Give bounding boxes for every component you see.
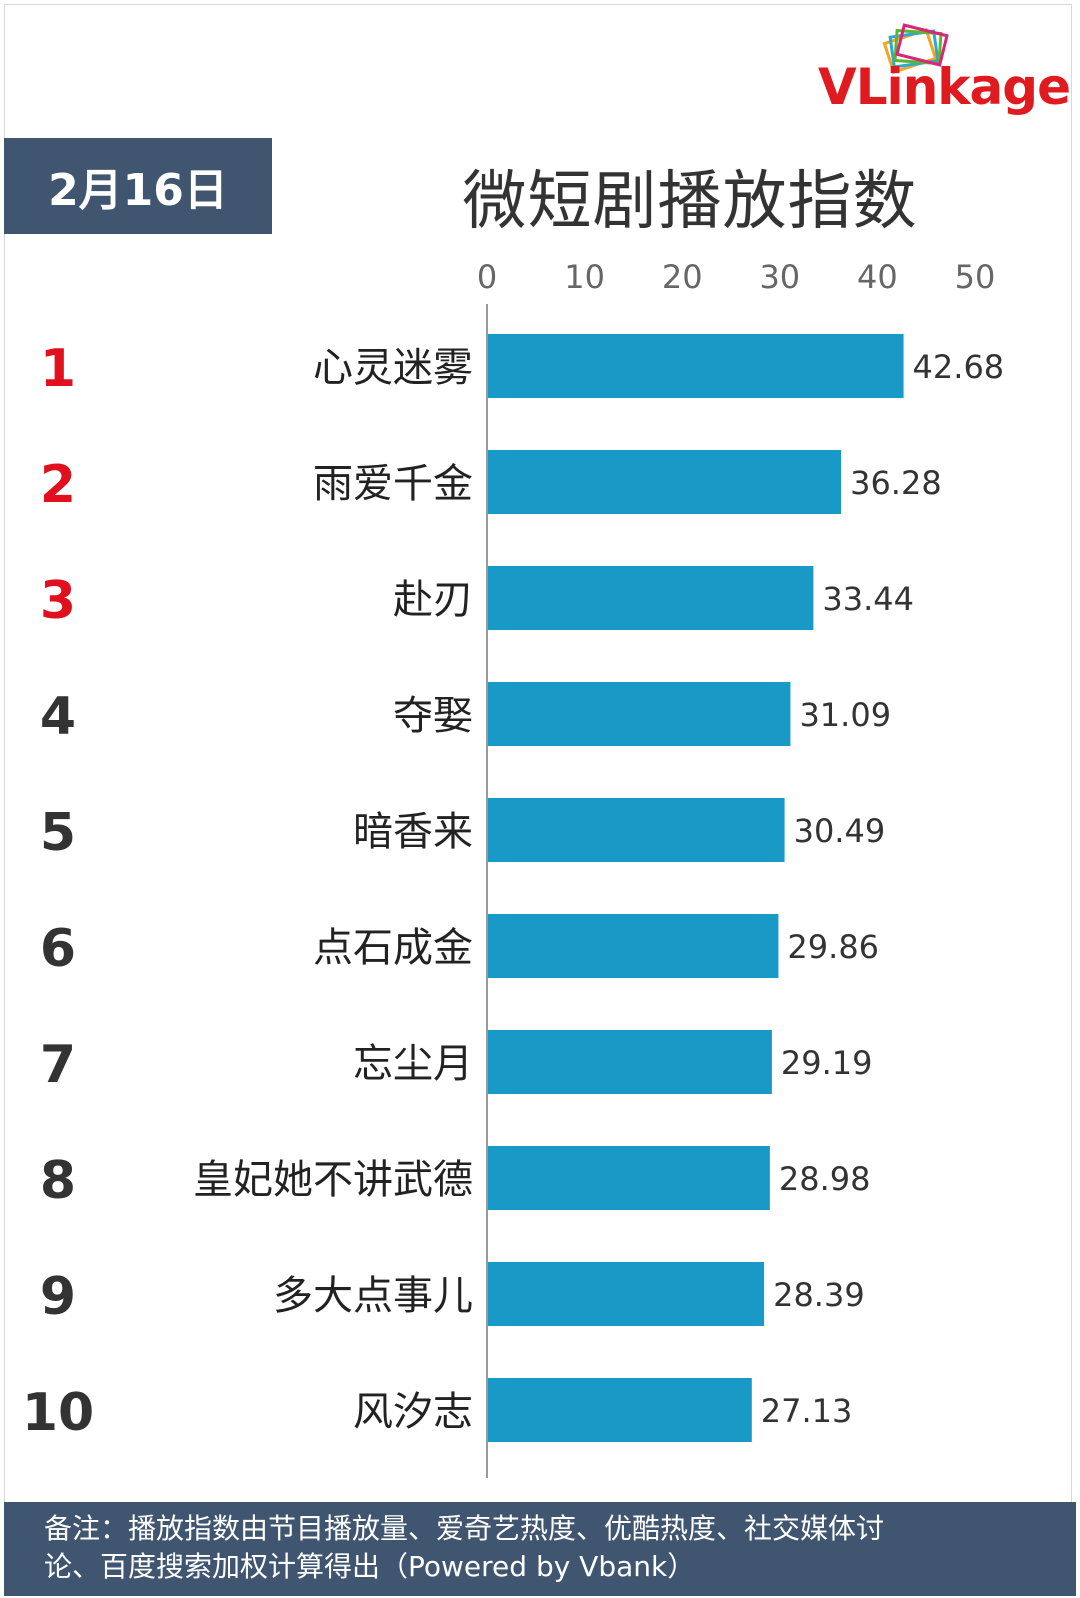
rank-label: 5	[40, 803, 76, 863]
value-label: 28.98	[779, 1160, 871, 1198]
rank-label: 10	[22, 1383, 94, 1443]
rank-label: 2	[40, 455, 76, 515]
value-label: 30.49	[794, 812, 886, 850]
bar	[488, 1262, 765, 1326]
bar	[488, 1378, 752, 1442]
category-label: 暗香来	[353, 809, 473, 855]
category-label: 忘尘月	[353, 1041, 473, 1087]
date-badge: 2月16日	[4, 138, 272, 234]
footnote: 备注：播放指数由节目播放量、爱奇艺热度、优酷热度、社交媒体讨 论、百度搜索加权计…	[4, 1502, 1076, 1596]
value-label: 27.13	[761, 1392, 853, 1430]
value-label: 29.86	[787, 928, 879, 966]
logo-cards-icon	[882, 23, 949, 74]
category-label: 皇妃她不讲武德	[193, 1157, 473, 1203]
x-tick-label: 40	[857, 258, 898, 296]
value-label: 42.68	[913, 348, 1005, 386]
x-tick-label: 20	[662, 258, 703, 296]
x-tick-label: 30	[759, 258, 800, 296]
bar	[488, 798, 785, 862]
bar	[488, 1030, 772, 1094]
rank-label: 6	[40, 919, 76, 979]
value-label: 33.44	[822, 580, 914, 618]
bar	[488, 914, 779, 978]
bar	[488, 682, 791, 746]
category-label: 赴刃	[393, 577, 473, 623]
chart-title: 微短剧播放指数	[462, 165, 918, 239]
footnote-line-2: 论、百度搜索加权计算得出（Powered by Vbank）	[44, 1550, 696, 1583]
value-label: 29.19	[781, 1044, 873, 1082]
bar	[488, 566, 814, 630]
vlinkage-logo: VLinkage	[818, 22, 1071, 117]
rank-label: 1	[40, 339, 76, 399]
rank-label: 7	[40, 1035, 76, 1095]
footnote-line-1: 备注：播放指数由节目播放量、爱奇艺热度、优酷热度、社交媒体讨	[44, 1512, 885, 1545]
bar	[488, 1146, 770, 1210]
x-tick-label: 0	[477, 258, 497, 296]
category-label: 夺娶	[393, 693, 473, 739]
value-label: 28.39	[773, 1276, 865, 1314]
bar-chart: 0 10 20 30 40 50 1 心灵迷雾 42.68 2 雨爱千金 36.28 3 赴刃 33.44 4…	[22, 258, 1005, 1478]
category-label: 雨爱千金	[313, 461, 473, 507]
x-tick-label: 50	[955, 258, 996, 296]
category-label: 心灵迷雾	[313, 345, 473, 391]
logo-text: VLinkage	[818, 58, 1071, 116]
value-label: 36.28	[850, 464, 942, 502]
bar	[488, 334, 904, 398]
rank-label: 9	[40, 1267, 76, 1327]
rank-label: 4	[40, 687, 76, 747]
value-label: 31.09	[799, 696, 891, 734]
x-tick-label: 10	[564, 258, 605, 296]
category-label: 多大点事儿	[273, 1273, 473, 1319]
rank-label: 8	[40, 1151, 76, 1211]
bar	[488, 450, 842, 514]
rank-label: 3	[40, 571, 76, 631]
category-label: 点石成金	[313, 925, 473, 971]
category-label: 风汐志	[353, 1389, 473, 1435]
